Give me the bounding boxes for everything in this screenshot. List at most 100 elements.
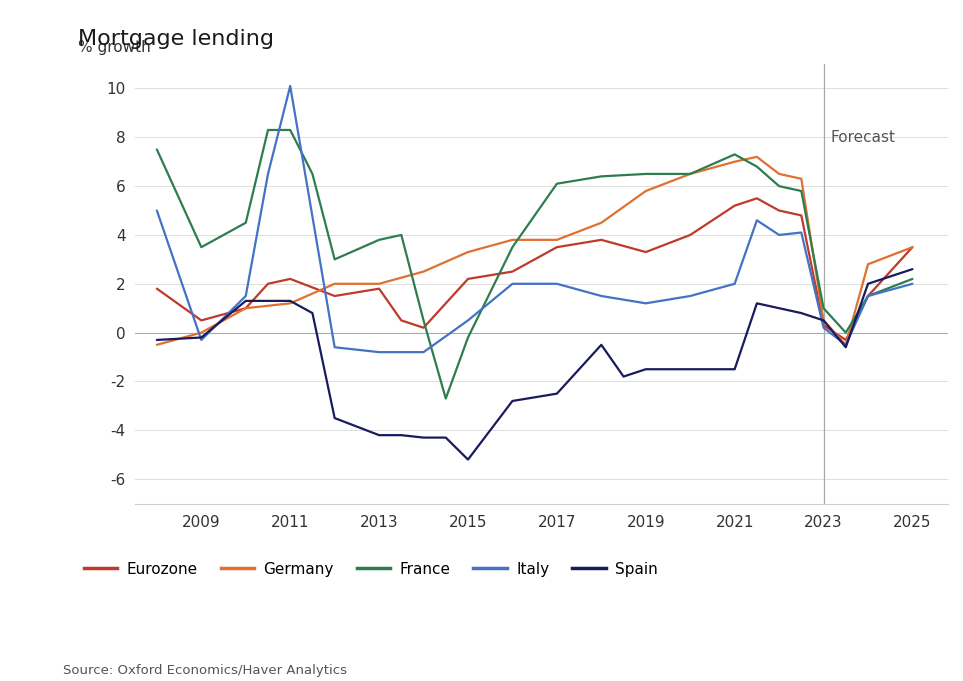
Eurozone bbox=[418, 323, 429, 332]
Germany bbox=[751, 153, 763, 161]
Italy bbox=[195, 336, 207, 344]
Spain bbox=[907, 265, 919, 273]
France bbox=[151, 146, 163, 154]
Germany bbox=[507, 236, 518, 244]
Italy bbox=[795, 228, 807, 236]
Italy bbox=[818, 323, 829, 332]
Spain bbox=[640, 365, 652, 373]
Germany bbox=[240, 304, 251, 313]
Eurozone bbox=[396, 316, 407, 324]
Italy bbox=[507, 280, 518, 288]
Germany bbox=[685, 170, 696, 178]
Text: Mortgage lending: Mortgage lending bbox=[78, 29, 273, 48]
France bbox=[795, 187, 807, 195]
Eurozone bbox=[462, 275, 474, 283]
Eurozone bbox=[862, 292, 873, 300]
Italy bbox=[862, 292, 873, 300]
France bbox=[329, 255, 341, 264]
France bbox=[306, 170, 318, 178]
Spain bbox=[840, 343, 851, 351]
France bbox=[551, 180, 562, 188]
Eurozone bbox=[329, 292, 341, 300]
Spain bbox=[595, 340, 607, 349]
Spain bbox=[240, 297, 251, 305]
Italy bbox=[418, 348, 429, 356]
France bbox=[751, 163, 763, 171]
Spain bbox=[329, 414, 341, 422]
Eurozone bbox=[374, 285, 385, 293]
France bbox=[396, 231, 407, 239]
Germany bbox=[284, 299, 296, 307]
Italy bbox=[329, 343, 341, 351]
Eurozone bbox=[818, 321, 829, 330]
Spain bbox=[862, 280, 873, 288]
Eurozone bbox=[551, 243, 562, 251]
Italy bbox=[840, 340, 851, 349]
Germany bbox=[329, 280, 341, 288]
Germany bbox=[773, 170, 785, 178]
Spain bbox=[151, 336, 163, 344]
Spain bbox=[618, 373, 630, 381]
France bbox=[840, 328, 851, 336]
Spain bbox=[795, 309, 807, 317]
Italy bbox=[685, 292, 696, 300]
Line: Eurozone: Eurozone bbox=[157, 198, 913, 340]
Germany bbox=[862, 260, 873, 268]
Legend: Eurozone, Germany, France, Italy, Spain: Eurozone, Germany, France, Italy, Spain bbox=[78, 556, 664, 583]
Eurozone bbox=[507, 268, 518, 276]
France bbox=[773, 182, 785, 190]
France bbox=[240, 219, 251, 227]
Germany bbox=[907, 243, 919, 251]
Spain bbox=[751, 299, 763, 307]
Germany bbox=[151, 340, 163, 349]
Spain bbox=[663, 365, 674, 373]
Germany bbox=[551, 236, 562, 244]
Eurozone bbox=[751, 194, 763, 202]
Germany bbox=[640, 187, 652, 195]
France bbox=[440, 394, 452, 402]
Spain bbox=[685, 365, 696, 373]
Eurozone bbox=[262, 280, 273, 288]
France bbox=[462, 334, 474, 342]
Line: Germany: Germany bbox=[157, 157, 913, 345]
Spain bbox=[374, 431, 385, 439]
Spain bbox=[729, 365, 741, 373]
Eurozone bbox=[795, 211, 807, 219]
Line: Italy: Italy bbox=[157, 86, 913, 352]
Germany bbox=[840, 340, 851, 349]
Germany bbox=[595, 219, 607, 227]
Text: % growth: % growth bbox=[78, 40, 150, 55]
Italy bbox=[640, 299, 652, 307]
Spain bbox=[818, 316, 829, 324]
Eurozone bbox=[773, 206, 785, 215]
Germany bbox=[795, 175, 807, 183]
France bbox=[685, 170, 696, 178]
France bbox=[818, 304, 829, 313]
Eurozone bbox=[240, 304, 251, 313]
Italy bbox=[151, 206, 163, 215]
France bbox=[374, 236, 385, 244]
Spain bbox=[195, 334, 207, 342]
Italy bbox=[240, 292, 251, 300]
Germany bbox=[418, 268, 429, 276]
Spain bbox=[418, 434, 429, 442]
France bbox=[729, 151, 741, 159]
Italy bbox=[773, 231, 785, 239]
France bbox=[595, 172, 607, 180]
Italy bbox=[751, 217, 763, 225]
Eurozone bbox=[284, 275, 296, 283]
Spain bbox=[306, 309, 318, 317]
Germany bbox=[374, 280, 385, 288]
France bbox=[284, 126, 296, 134]
Line: Spain: Spain bbox=[157, 269, 913, 460]
Italy bbox=[595, 292, 607, 300]
Eurozone bbox=[595, 236, 607, 244]
Eurozone bbox=[151, 285, 163, 293]
France bbox=[418, 316, 429, 324]
Spain bbox=[396, 431, 407, 439]
France bbox=[195, 243, 207, 251]
Germany bbox=[729, 157, 741, 165]
France bbox=[907, 275, 919, 283]
Germany bbox=[462, 248, 474, 256]
Spain bbox=[284, 297, 296, 305]
